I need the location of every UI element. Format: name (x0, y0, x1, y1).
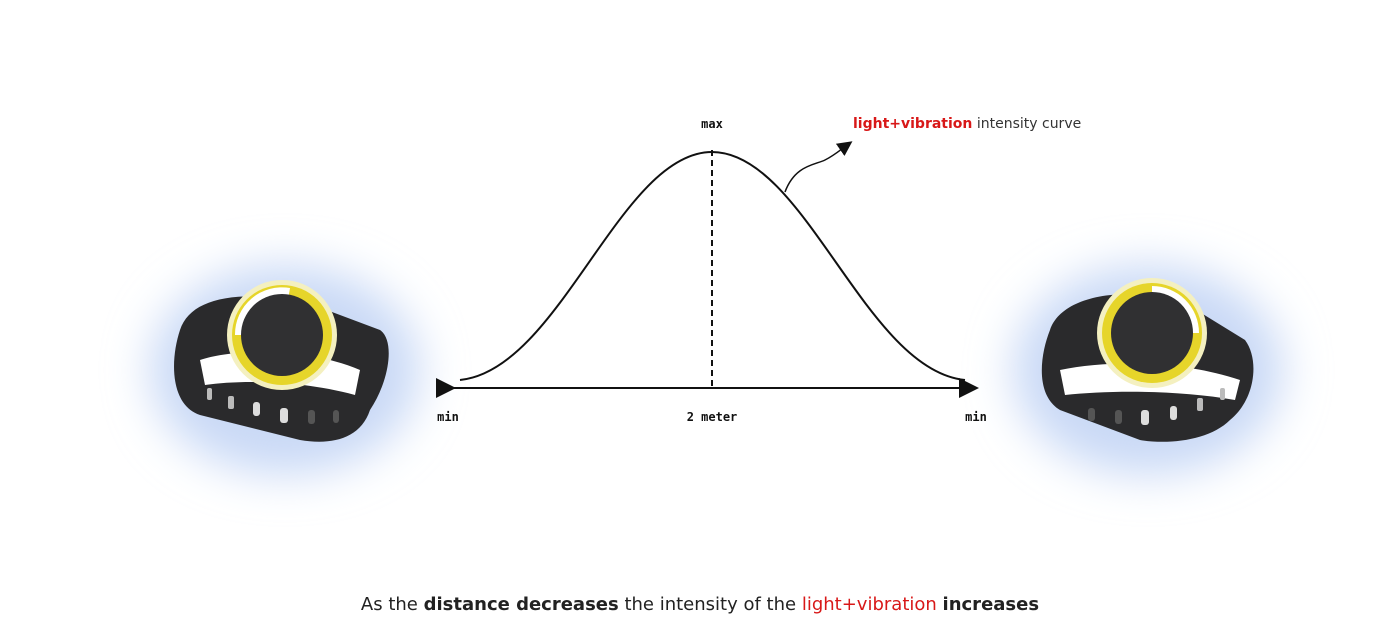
bracelet-left (150, 265, 420, 475)
intensity-curve (459, 150, 966, 381)
caption-part: distance decreases (424, 594, 619, 615)
caption-part: increases (943, 594, 1040, 615)
caption-part: the intensity of the (624, 594, 796, 615)
caption-part: light+vibration (802, 594, 937, 615)
peak-label: max (701, 117, 723, 131)
min-label: min (965, 410, 987, 424)
annotation-arrow (784, 141, 853, 193)
min-label: min (437, 410, 459, 424)
caption-part: As the (361, 594, 418, 615)
annotation-text: intensity curve (977, 116, 1081, 132)
annotation: light+vibration intensity curve (853, 116, 1081, 132)
bracelet-right (1013, 265, 1283, 475)
caption: As the distance decreases the intensity … (361, 594, 1039, 615)
distance-label: 2 meter (687, 410, 738, 424)
annotation-highlight: light+vibration (853, 116, 972, 132)
